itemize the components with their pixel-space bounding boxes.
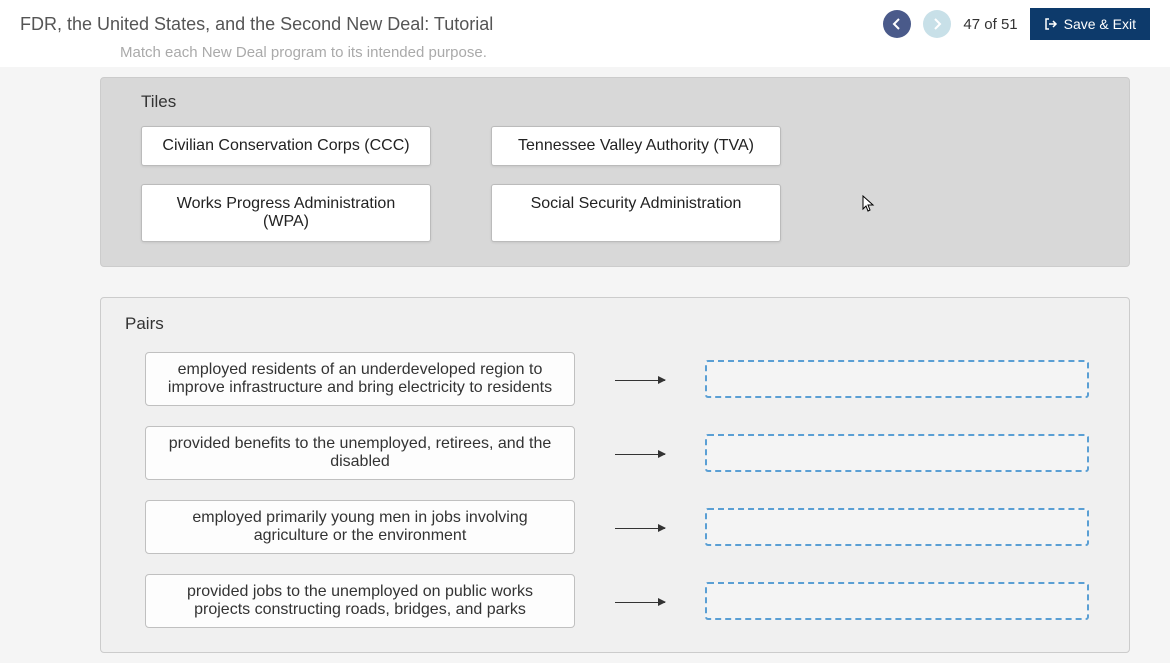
prompt-agriculture: employed primarily young men in jobs inv… bbox=[145, 500, 575, 554]
pair-row: provided jobs to the unemployed on publi… bbox=[125, 574, 1089, 628]
chevron-left-icon bbox=[892, 18, 902, 30]
header-controls: 47 of 51 Save & Exit bbox=[883, 8, 1150, 40]
arrow-icon bbox=[605, 588, 675, 614]
pairs-label: Pairs bbox=[125, 314, 1089, 334]
arrow-icon bbox=[605, 440, 675, 466]
tiles-grid: Civilian Conservation Corps (CCC) Tennes… bbox=[141, 126, 1109, 242]
exit-icon bbox=[1044, 17, 1058, 31]
chevron-right-icon bbox=[932, 18, 942, 30]
prompt-benefits: provided benefits to the unemployed, ret… bbox=[145, 426, 575, 480]
instruction-text: Match each New Deal program to its inten… bbox=[0, 44, 1170, 67]
page-total: 51 bbox=[1001, 16, 1018, 33]
prompt-publicworks: provided jobs to the unemployed on publi… bbox=[145, 574, 575, 628]
lesson-title: FDR, the United States, and the Second N… bbox=[20, 14, 493, 35]
drop-zone-2[interactable] bbox=[705, 434, 1089, 472]
pairs-panel: Pairs employed residents of an underdeve… bbox=[100, 297, 1130, 653]
pair-row: employed residents of an underdeveloped … bbox=[125, 352, 1089, 406]
drop-zone-4[interactable] bbox=[705, 582, 1089, 620]
tiles-panel: Tiles Civilian Conservation Corps (CCC) … bbox=[100, 77, 1130, 267]
tile-ccc[interactable]: Civilian Conservation Corps (CCC) bbox=[141, 126, 431, 166]
save-exit-button[interactable]: Save & Exit bbox=[1030, 8, 1150, 40]
page-of-label: of bbox=[984, 16, 997, 33]
page-counter: 47 of 51 bbox=[963, 16, 1017, 33]
arrow-icon bbox=[605, 514, 675, 540]
prompt-infrastructure: employed residents of an underdeveloped … bbox=[145, 352, 575, 406]
pair-row: employed primarily young men in jobs inv… bbox=[125, 500, 1089, 554]
activity-content: Tiles Civilian Conservation Corps (CCC) … bbox=[0, 67, 1170, 663]
tile-wpa[interactable]: Works Progress Administration (WPA) bbox=[141, 184, 431, 242]
tile-ssa[interactable]: Social Security Administration bbox=[491, 184, 781, 242]
page-header: FDR, the United States, and the Second N… bbox=[0, 0, 1170, 44]
page-current: 47 bbox=[963, 16, 980, 33]
arrow-icon bbox=[605, 366, 675, 392]
save-exit-label: Save & Exit bbox=[1064, 16, 1136, 32]
tile-tva[interactable]: Tennessee Valley Authority (TVA) bbox=[491, 126, 781, 166]
drop-zone-1[interactable] bbox=[705, 360, 1089, 398]
drop-zone-3[interactable] bbox=[705, 508, 1089, 546]
next-button[interactable] bbox=[923, 10, 951, 38]
tiles-label: Tiles bbox=[141, 92, 1109, 112]
prev-button[interactable] bbox=[883, 10, 911, 38]
pair-row: provided benefits to the unemployed, ret… bbox=[125, 426, 1089, 480]
